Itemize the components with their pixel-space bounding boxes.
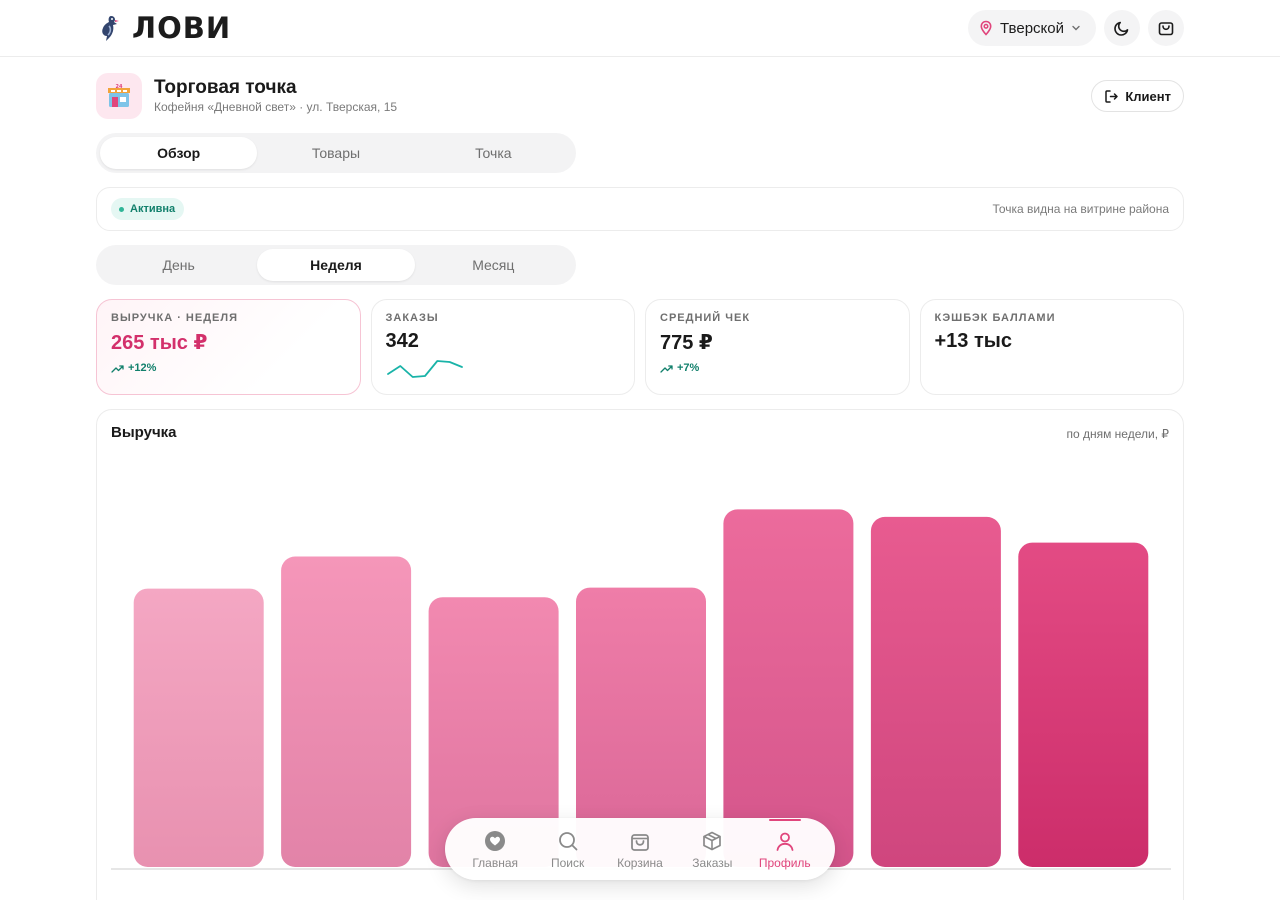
kpi-label: Средний чек [660,312,751,324]
trend-up-icon [660,364,673,373]
status-dot [119,206,124,212]
revenue-bar-chart [111,509,1171,870]
kpi-orders[interactable]: Заказы 342 [370,299,635,395]
nav-label: Главная [472,856,519,870]
status-badge: Активна [111,198,185,220]
tab-products[interactable]: Товары [311,145,361,161]
bottom-navigation: Главная Поиск Корзина Заказы [445,818,835,880]
nav-orders[interactable]: Заказы [678,818,746,880]
kpi-label: Кэшбэк баллами [934,312,1056,324]
pigeon-logo-icon [102,16,119,41]
sparkline-line [386,360,463,378]
client-button-label: Клиент [1125,88,1171,104]
logo[interactable]: ЛОВИ [98,13,231,43]
kpi-label: Заказы [385,312,439,324]
svg-text:24: 24 [116,84,123,90]
period-selector: День Неделя Месяц [96,245,576,285]
orders-sparkline [386,360,463,378]
logo-text: ЛОВИ [132,11,232,45]
chart-bar[interactable] [281,556,412,868]
box-icon [703,831,722,851]
top-bar: ЛОВИ Тверской [0,0,1280,57]
kpi-label: Выручка · Неделя [111,312,238,324]
period-month[interactable]: Месяц [472,257,515,273]
chart-bar[interactable] [576,587,706,867]
kpi-trend: +7% [660,362,699,374]
nav-home[interactable]: Главная [461,818,529,880]
shop-address: Кофейня «Дневной свет» · ул. Тверская, 1… [154,100,398,114]
heart-icon [485,831,506,851]
status-card: Активна Точка видна на витрине района [96,187,1184,231]
status-note: Точка видна на витрине района [992,202,1169,216]
shop-avatar: 24 [96,73,142,119]
kpi-revenue[interactable]: Выручка · Неделя 265 тыс ₽ +12% [96,299,361,395]
nav-label: Заказы [692,856,733,870]
moon-icon [1114,21,1129,36]
kpi-value: 342 [385,330,419,352]
location-label: Тверской [1000,19,1064,37]
kpi-average-check[interactable]: Средний чек 775 ₽ +7% [645,299,910,395]
nav-cart[interactable]: Корзина [606,818,674,880]
chart-bar[interactable] [1018,542,1149,867]
chart-bar[interactable] [723,509,854,867]
page-title: Торговая точка [154,77,297,98]
nav-search[interactable]: Поиск [534,818,602,880]
nav-label: Корзина [617,856,663,870]
nav-profile[interactable]: Профиль [751,818,819,880]
store-icon: 24 [108,84,130,107]
nav-label: Поиск [550,856,585,870]
cart-button[interactable] [1148,10,1184,46]
kpi-value: 775 ₽ [660,332,713,354]
chart-bar[interactable] [133,588,264,867]
theme-toggle-button[interactable] [1104,10,1140,46]
kpi-value: +13 тыс [934,330,1012,352]
chevron-down-icon [1072,25,1080,31]
kpi-trend-value: +12% [128,362,157,374]
tab-overview[interactable]: Обзор [100,137,258,169]
search-icon [558,832,577,851]
kpi-value: 265 тыс ₽ [111,332,208,354]
kpi-row: Выручка · Неделя 265 тыс ₽ +12% Заказы 3… [96,299,1184,395]
kpi-trend: +12% [111,362,156,374]
period-day[interactable]: День [162,257,195,273]
location-selector[interactable]: Тверской [968,10,1096,46]
chart-bar[interactable] [870,516,1001,867]
chart-note: по дням недели, ₽ [1066,427,1169,441]
kpi-cashback[interactable]: Кэшбэк баллами +13 тыс [919,299,1184,395]
logout-icon [1105,89,1119,103]
client-mode-button[interactable]: Клиент [1091,80,1184,112]
chart-title: Выручка [111,424,177,441]
bag-icon [631,834,649,851]
revenue-chart-card: Выручка по дням недели, ₽ [96,409,1184,900]
kpi-trend-value: +7% [677,362,700,374]
shop-header: 24 Торговая точка Кофейня «Дневной свет»… [96,73,1184,119]
trend-up-icon [111,364,124,373]
section-tabs: Обзор Товары Точка [96,133,576,173]
period-week[interactable]: Неделя [257,249,415,281]
nav-label: Профиль [758,856,811,870]
user-icon [776,832,794,851]
status-badge-label: Активна [130,203,176,215]
shopping-bag-icon [1158,22,1174,36]
location-pin-icon [980,20,992,36]
chart-bar[interactable] [428,597,559,867]
tab-point[interactable]: Точка [475,145,512,161]
